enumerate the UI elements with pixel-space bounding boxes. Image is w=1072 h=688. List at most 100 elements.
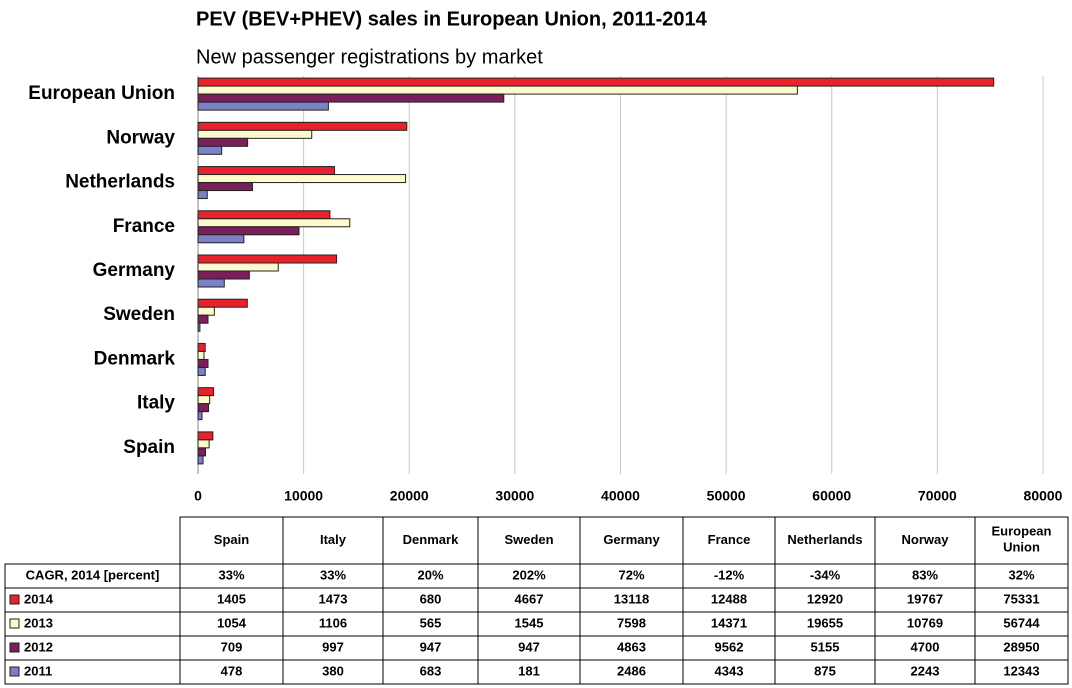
bar [197,431,214,441]
bar [197,121,408,131]
bar [197,314,209,324]
table-value: 56744 [1003,615,1040,630]
bar [197,395,211,405]
bar [197,85,798,95]
x-tick-label: 0 [194,488,202,504]
table-value: 13118 [614,591,649,606]
row-label: 2011 [24,663,52,678]
category-label: Germany [93,260,176,281]
column-header: Germany [603,532,660,547]
bar [197,306,215,316]
category-label: Spain [123,437,175,458]
table-value: 14371 [711,615,747,630]
bar [197,101,329,111]
table-value: 2243 [911,663,940,678]
bar [197,403,210,413]
table-cell [974,659,1069,685]
table-value: 1106 [319,615,347,630]
table-value: -12% [714,567,745,582]
x-tick-label: 20000 [390,488,429,504]
table-value: 709 [221,639,243,654]
table-value: 1545 [515,615,544,630]
row-label: 2013 [24,615,53,630]
table-value: 947 [518,639,540,654]
bar [197,254,338,264]
bar [197,298,248,308]
table-value: 1405 [217,591,246,606]
table-value: 28950 [1003,639,1039,654]
column-header: Sweden [504,532,553,547]
table-value: 33% [218,567,244,582]
bar [197,350,205,360]
bar [197,93,505,103]
x-tick-label: 40000 [601,488,640,504]
table-value: 4343 [715,663,744,678]
bar [197,411,203,421]
column-header: Denmark [403,532,459,547]
table-value: 33% [320,567,346,582]
table-value: 4667 [515,591,544,606]
table-value: 12343 [1003,663,1039,678]
bar [197,262,279,272]
table-value: -34% [810,567,841,582]
bar [197,218,351,228]
table-value: 565 [420,615,442,630]
bar [197,358,209,368]
bar [197,137,249,147]
column-header: Norway [902,532,950,547]
x-tick-label: 10000 [284,488,323,504]
column-header: Spain [214,532,249,547]
table-value: 875 [814,663,836,678]
table-value: 9562 [715,639,744,654]
table-value: 478 [221,663,243,678]
table-value: 380 [322,663,344,678]
table-value: 10769 [907,615,943,630]
bar [197,77,995,87]
table-value: 83% [912,567,938,582]
table-value: 1473 [319,591,348,606]
legend-swatch [9,666,20,677]
bar [197,270,250,280]
table-value: 4863 [617,639,646,654]
bar [197,322,201,332]
category-label: Italy [137,393,175,414]
table-value: 32% [1008,567,1034,582]
x-tick-label: 80000 [1024,488,1063,504]
table-value: 7598 [617,615,646,630]
category-label: France [113,216,175,237]
row-label: CAGR, 2014 [percent] [26,567,160,582]
bar [197,145,223,155]
row-label: 2012 [24,639,53,654]
table-value: 5155 [811,639,840,654]
column-header: Italy [320,532,347,547]
table-value: 1054 [217,615,247,630]
bar [197,190,208,200]
bar [197,278,225,288]
bar [197,129,313,139]
table-value: 202% [512,567,546,582]
legend-swatch [9,594,20,605]
bar [197,387,215,397]
legend-swatch [9,642,20,653]
x-tick-label: 50000 [707,488,746,504]
bar [197,226,300,236]
x-tick-label: 30000 [495,488,534,504]
bar [197,342,206,352]
table-value: 19655 [807,615,843,630]
table-value: 20% [417,567,443,582]
table-value: 181 [518,663,540,678]
chart-title: PEV (BEV+PHEV) sales in European Union, … [196,8,708,30]
bar [197,439,210,449]
legend-swatch [9,618,20,629]
category-label: Norway [106,127,175,148]
table-value: 680 [420,591,442,606]
bar [197,166,335,176]
bar [197,234,245,244]
chart-subtitle: New passenger registrations by market [196,46,543,68]
category-label: European Union [28,83,175,104]
table-value: 19767 [907,591,943,606]
table-value: 2486 [617,663,646,678]
bar [197,210,331,220]
column-header: European Union [992,524,1052,555]
